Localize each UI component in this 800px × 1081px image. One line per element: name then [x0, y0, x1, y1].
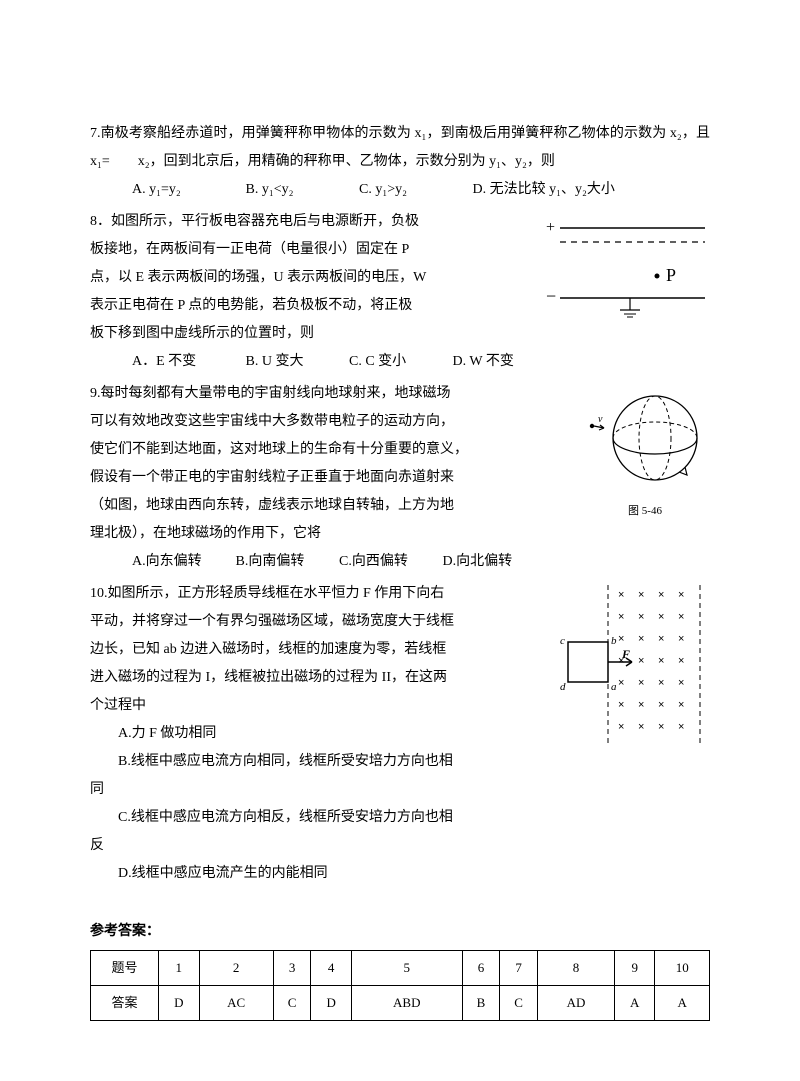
- answer-header-row: 题号 1 2 3 4 5 6 7 8 9 10: [91, 951, 710, 986]
- svg-text:×: ×: [638, 655, 644, 667]
- p-label: P: [666, 265, 676, 285]
- svg-text:d: d: [560, 681, 566, 693]
- svg-text:F: F: [621, 647, 630, 661]
- svg-text:×: ×: [658, 677, 664, 689]
- svg-text:×: ×: [678, 721, 684, 733]
- q8-opt-b: B. U 变大: [246, 348, 346, 376]
- question-10: ×××× ×××× ×××× ×××× ×××× ×××× ×××× c b d…: [90, 580, 710, 888]
- q8-line5: 板下移到图中虚线所示的位置时，则: [90, 320, 710, 348]
- svg-text:c: c: [560, 635, 565, 647]
- svg-text:×: ×: [678, 677, 684, 689]
- svg-text:×: ×: [678, 655, 684, 667]
- svg-text:×: ×: [658, 611, 664, 623]
- svg-text:×: ×: [658, 589, 664, 601]
- hdr-6: 6: [462, 951, 500, 986]
- svg-text:×: ×: [658, 633, 664, 645]
- svg-text:×: ×: [618, 611, 624, 623]
- svg-text:×: ×: [658, 655, 664, 667]
- svg-text:×: ×: [638, 589, 644, 601]
- svg-text:×: ×: [618, 677, 624, 689]
- val-6: B: [462, 986, 500, 1021]
- svg-text:×: ×: [638, 721, 644, 733]
- hdr-10: 10: [655, 951, 710, 986]
- q7-opt-b: B. y₁<y₂: [246, 176, 356, 204]
- question-8: + P − 8．如图所示，平行板电容器充电后与电源断开，负极 板接地，在两板间有…: [90, 208, 710, 376]
- q9-line6: 理北极），在地球磁场的作用下，它将: [90, 520, 710, 548]
- q8-opt-a: A．E 不变: [132, 348, 242, 376]
- hdr-7: 7: [500, 951, 538, 986]
- svg-text:a: a: [611, 681, 617, 693]
- svg-text:b: b: [611, 635, 617, 647]
- hdr-1: 1: [159, 951, 199, 986]
- svg-text:×: ×: [618, 633, 624, 645]
- q7-text: 7.南极考察船经赤道时，用弹簧秤称甲物体的示数为 x₁，到南极后用弹簧秤称乙物体…: [90, 120, 710, 176]
- figure-capacitor: + P −: [540, 208, 710, 318]
- hdr-0: 题号: [91, 951, 159, 986]
- page: 7.南极考察船经赤道时，用弹簧秤称甲物体的示数为 x₁，到南极后用弹簧秤称乙物体…: [0, 0, 800, 1081]
- q7-opt-c: C. y₁>y₂: [359, 176, 469, 204]
- svg-text:×: ×: [678, 633, 684, 645]
- hdr-2: 2: [199, 951, 273, 986]
- question-9: v 图 5-46 9.每时每刻都有大量带电的宇宙射线向地球射来，地球磁场 可以有…: [90, 380, 710, 576]
- plus-label: +: [546, 219, 555, 236]
- hdr-5: 5: [351, 951, 462, 986]
- figure-loop-field: ×××× ×××× ×××× ×××× ×××× ×××× ×××× c b d…: [560, 580, 710, 750]
- q10-opt-c: C.线框中感应电流方向相反，线框所受安培力方向也相: [90, 804, 710, 832]
- val-3: C: [273, 986, 311, 1021]
- svg-text:×: ×: [618, 721, 624, 733]
- q7-options: A. y₁=y₂ B. y₁<y₂ C. y₁>y₂ D. 无法比较 y₁、y₂…: [90, 176, 710, 204]
- val-9: A: [614, 986, 654, 1021]
- q7-opt-d: D. 无法比较 y₁、y₂大小: [473, 176, 615, 204]
- svg-text:v: v: [598, 414, 603, 425]
- svg-text:×: ×: [638, 633, 644, 645]
- val-5: ABD: [351, 986, 462, 1021]
- earth-svg: v: [580, 380, 710, 500]
- val-1: D: [159, 986, 199, 1021]
- val-7: C: [500, 986, 538, 1021]
- svg-text:×: ×: [658, 699, 664, 711]
- q10-opt-c2: 反: [90, 832, 710, 860]
- answer-value-row: 答案 D AC C D ABD B C AD A A: [91, 986, 710, 1021]
- q10-opt-b: B.线框中感应电流方向相同，线框所受安培力方向也相: [90, 748, 710, 776]
- svg-text:×: ×: [678, 611, 684, 623]
- val-0: 答案: [91, 986, 159, 1021]
- q8-opt-c: C. C 变小: [349, 348, 449, 376]
- minus-label: −: [546, 286, 556, 306]
- svg-text:×: ×: [678, 699, 684, 711]
- q9-opt-b: B.向南偏转: [236, 548, 336, 576]
- q10-opt-b2: 同: [90, 776, 710, 804]
- hdr-8: 8: [537, 951, 614, 986]
- svg-text:×: ×: [618, 589, 624, 601]
- val-8: AD: [537, 986, 614, 1021]
- svg-text:×: ×: [678, 589, 684, 601]
- hdr-9: 9: [614, 951, 654, 986]
- val-2: AC: [199, 986, 273, 1021]
- fig9-caption: 图 5-46: [580, 500, 710, 522]
- q9-opt-c: C.向西偏转: [339, 548, 439, 576]
- answer-heading: 参考答案：: [90, 918, 710, 946]
- svg-text:×: ×: [638, 699, 644, 711]
- answer-table: 题号 1 2 3 4 5 6 7 8 9 10 答案 D AC C D ABD …: [90, 950, 710, 1021]
- q9-opt-d: D.向北偏转: [443, 548, 513, 576]
- val-4: D: [311, 986, 351, 1021]
- capacitor-svg: + P −: [540, 208, 710, 318]
- val-10: A: [655, 986, 710, 1021]
- loop-svg: ×××× ×××× ×××× ×××× ×××× ×××× ×××× c b d…: [560, 580, 710, 750]
- q9-opt-a: A.向东偏转: [132, 548, 232, 576]
- svg-text:×: ×: [638, 677, 644, 689]
- svg-text:×: ×: [658, 721, 664, 733]
- q9-options: A.向东偏转 B.向南偏转 C.向西偏转 D.向北偏转: [90, 548, 710, 576]
- hdr-3: 3: [273, 951, 311, 986]
- hdr-4: 4: [311, 951, 351, 986]
- q7-opt-a: A. y₁=y₂: [132, 176, 242, 204]
- q8-options: A．E 不变 B. U 变大 C. C 变小 D. W 不变: [90, 348, 710, 376]
- svg-text:×: ×: [618, 699, 624, 711]
- question-7: 7.南极考察船经赤道时，用弹簧秤称甲物体的示数为 x₁，到南极后用弹簧秤称乙物体…: [90, 120, 710, 204]
- figure-earth: v 图 5-46: [580, 380, 710, 522]
- q8-opt-d: D. W 不变: [453, 348, 514, 376]
- q10-opt-d: D.线框中感应电流产生的内能相同: [90, 860, 710, 888]
- svg-text:×: ×: [638, 611, 644, 623]
